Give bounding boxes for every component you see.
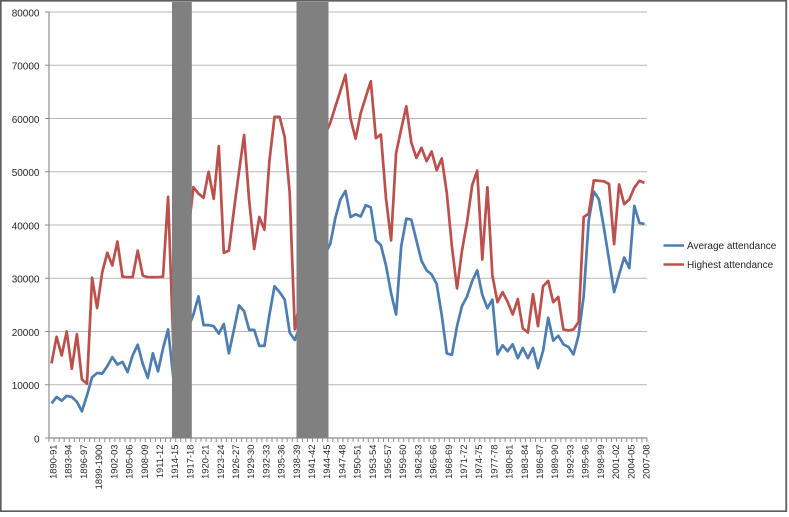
svg-text:1989-90: 1989-90 [549,445,560,479]
svg-text:1995-96: 1995-96 [580,445,591,479]
svg-text:1890-91: 1890-91 [48,445,59,479]
svg-text:1914-15: 1914-15 [169,445,180,479]
svg-text:1908-09: 1908-09 [139,445,150,479]
svg-text:1974-75: 1974-75 [473,445,484,479]
svg-text:1917-18: 1917-18 [184,445,195,479]
svg-text:1965-66: 1965-66 [428,445,439,479]
svg-text:1956-57: 1956-57 [382,445,393,479]
svg-text:1944-45: 1944-45 [321,445,332,479]
svg-text:2007-08: 2007-08 [641,445,652,479]
svg-text:1899-1900: 1899-1900 [93,445,104,490]
svg-text:1953-54: 1953-54 [367,445,378,479]
svg-text:1977-78: 1977-78 [488,445,499,479]
svg-text:1938-39: 1938-39 [291,445,302,479]
svg-text:1923-24: 1923-24 [215,445,226,479]
svg-text:10000: 10000 [12,381,40,392]
svg-text:1935-36: 1935-36 [276,445,287,479]
svg-text:1911-12: 1911-12 [154,445,165,479]
svg-text:1986-87: 1986-87 [534,445,545,479]
svg-text:1941-42: 1941-42 [306,445,317,479]
svg-text:1998-99: 1998-99 [595,445,606,479]
svg-text:1959-60: 1959-60 [397,445,408,479]
svg-text:1992-93: 1992-93 [564,445,575,479]
svg-text:20000: 20000 [12,328,40,339]
svg-text:2004-05: 2004-05 [625,445,636,479]
svg-text:1926-27: 1926-27 [230,445,241,479]
svg-text:1950-51: 1950-51 [352,445,363,479]
svg-text:Highest attendance: Highest attendance [687,260,774,271]
svg-text:0: 0 [34,434,40,445]
svg-text:1947-48: 1947-48 [336,445,347,479]
svg-text:1905-06: 1905-06 [124,445,135,479]
svg-text:1980-81: 1980-81 [504,445,515,479]
svg-text:1962-63: 1962-63 [412,445,423,479]
svg-text:1920-21: 1920-21 [200,445,211,479]
svg-text:70000: 70000 [12,62,40,73]
svg-text:1932-33: 1932-33 [260,445,271,479]
svg-text:50000: 50000 [12,168,40,179]
svg-text:2001-02: 2001-02 [610,445,621,479]
svg-text:1968-69: 1968-69 [443,445,454,479]
svg-text:30000: 30000 [12,275,40,286]
svg-text:1902-03: 1902-03 [108,445,119,479]
svg-text:Average attendance: Average attendance [687,241,777,252]
svg-text:1929-30: 1929-30 [245,445,256,479]
svg-text:60000: 60000 [12,115,40,126]
svg-text:1971-72: 1971-72 [458,445,469,479]
svg-text:80000: 80000 [12,8,40,19]
svg-text:40000: 40000 [12,221,40,232]
svg-text:1896-97: 1896-97 [78,445,89,479]
svg-text:1983-84: 1983-84 [519,445,530,479]
svg-text:1893-94: 1893-94 [63,445,74,479]
